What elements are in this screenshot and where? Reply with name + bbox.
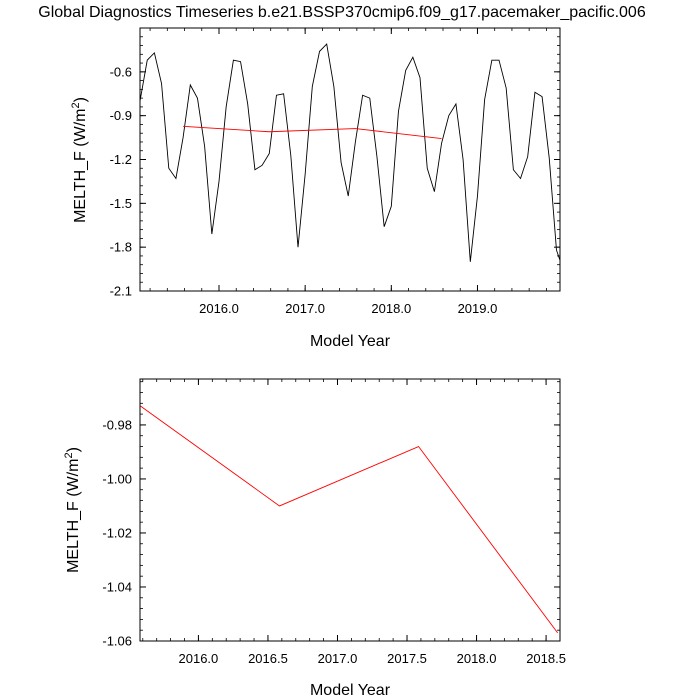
bottom-panel: -0.98 -1.00 -1.02 -1.04 -1.06 2016.0 2016.5 20… [63,378,566,699]
x-tick-label: 2017.0 [318,651,358,666]
y-tick-label: -1.02 [102,525,132,540]
series-line-monthly [139,43,561,262]
y-tick-label: -1.5 [110,196,132,211]
top-panel: -0.6 -0.9 -1.2 -1.5 -1.8 -2.1 2016.0 2017.0 201… [70,27,561,350]
x-tick-label: 2016.0 [199,301,239,316]
y-tick-label: -0.6 [110,64,132,79]
y-tick-label: -1.06 [102,634,132,649]
x-tick-label: 2019.0 [458,301,498,316]
bottom-y-axis-label: MELTH_F (W/m2) [63,447,82,573]
top-plot-frame [139,27,561,292]
bottom-plot-frame [139,378,561,642]
x-tick-label: 2018.0 [457,651,497,666]
y-tick-label: -1.00 [102,471,132,486]
chart-title: Global Diagnostics Timeseries b.e21.BSSP… [38,4,646,21]
y-tick-label: -1.2 [110,152,132,167]
x-tick-label: 2018.5 [526,651,566,666]
y-tick-label: -1.8 [110,240,132,255]
top-x-axis-label: Model Year [310,333,391,350]
series-line-annual-mean [140,405,559,634]
y-tick-label: -0.98 [102,417,132,432]
x-tick-label: 2018.0 [371,301,411,316]
y-tick-label: -0.9 [110,108,132,123]
y-tick-label: -2.1 [110,284,132,299]
x-tick-label: 2016.0 [179,651,219,666]
y-tick-label: -1.04 [102,579,132,594]
x-tick-label: 2016.5 [248,651,288,666]
bottom-x-axis-label: Model Year [310,682,391,699]
top-y-axis-label: MELTH_F (W/m2) [70,97,89,223]
x-tick-label: 2017.5 [387,651,427,666]
series-line-annual-mean [183,125,442,140]
x-tick-label: 2017.0 [285,301,325,316]
